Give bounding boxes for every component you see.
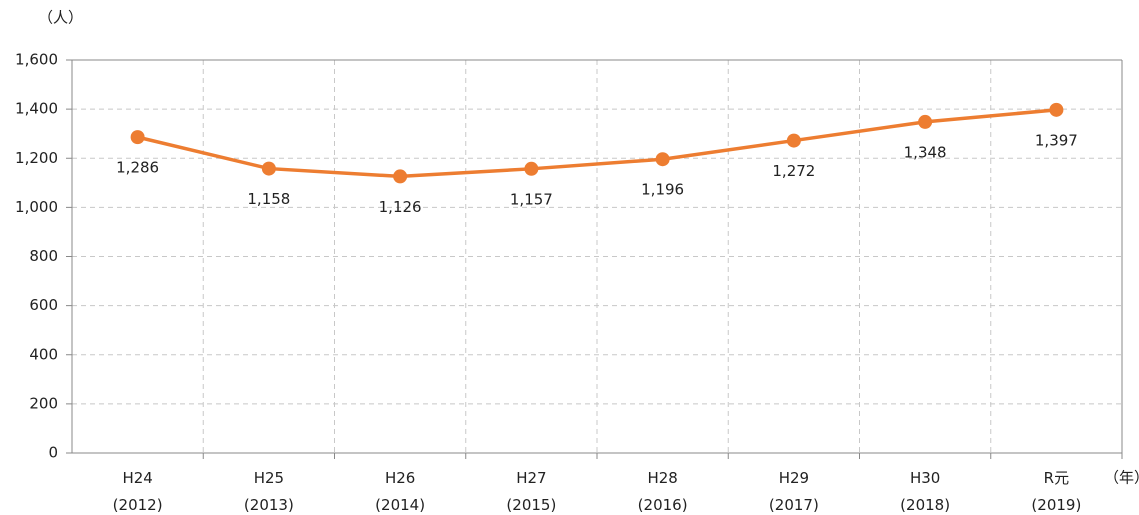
y-tick-label: 0	[48, 444, 58, 462]
data-point	[655, 152, 670, 167]
x-tick-label: H25 (2013)	[244, 469, 294, 514]
x-tick-label: H29 (2017)	[769, 469, 819, 514]
y-tick-label: 1,600	[15, 51, 58, 69]
data-label: 1,348	[904, 143, 947, 161]
series-line	[137, 108, 1057, 179]
data-point	[918, 114, 933, 129]
data-point	[130, 130, 145, 145]
data-label: 1,286	[116, 159, 159, 177]
y-tick-label: 1,000	[15, 198, 58, 216]
y-tick-label: 400	[29, 345, 58, 363]
data-point	[786, 133, 801, 148]
x-tick-label: R元(2019)	[1031, 469, 1081, 514]
y-tick-label: 600	[29, 296, 58, 314]
x-tick-label: H30 (2018)	[900, 469, 950, 514]
y-tick-label: 200	[29, 394, 58, 412]
data-point	[393, 169, 408, 184]
data-label: 1,196	[641, 181, 684, 199]
x-tick-label: H26 (2014)	[375, 469, 425, 514]
x-tick-label: H24 (2012)	[113, 469, 163, 514]
y-tick-label: 800	[29, 247, 58, 265]
data-label: 1,272	[772, 162, 815, 180]
y-tick-label: 1,200	[15, 149, 58, 167]
data-point	[1049, 102, 1064, 117]
data-point	[524, 161, 539, 176]
data-label: 1,157	[510, 190, 553, 208]
data-point	[261, 161, 276, 176]
x-tick-label: H27 (2015)	[506, 469, 556, 514]
x-axis-unit: （年）	[1104, 469, 1139, 487]
x-tick-label: H28 (2016)	[638, 469, 688, 514]
data-label: 1,397	[1035, 131, 1078, 149]
data-label: 1,126	[379, 198, 422, 216]
y-axis-unit: （人）	[38, 9, 83, 27]
data-label: 1,158	[247, 190, 290, 208]
y-tick-label: 1,400	[15, 100, 58, 118]
